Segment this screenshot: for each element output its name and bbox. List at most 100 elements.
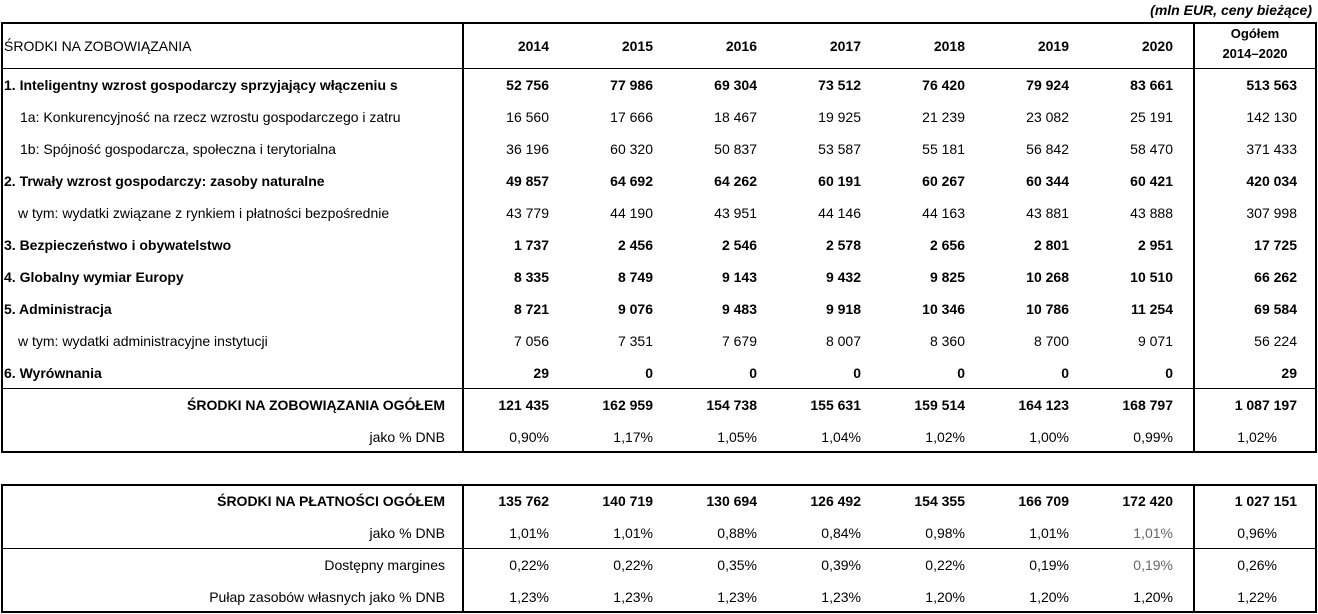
row-label: jako % DNB — [369, 429, 445, 445]
row-label: 3. Bezpieczeństwo i obywatelstwo — [4, 237, 232, 253]
value-cell: 60 421 — [1130, 173, 1173, 189]
border — [1, 451, 1316, 453]
value-cell: 1,20% — [1029, 589, 1069, 605]
value-cell: 10 510 — [1130, 269, 1173, 285]
value-cell: 1,02% — [925, 429, 965, 445]
row-label: ŚRODKI NA PŁATNOŚCI OGÓŁEM — [217, 493, 445, 509]
row-label: w tym: wydatki administracyjne instytucj… — [18, 333, 268, 349]
value-cell: 9 076 — [617, 301, 653, 317]
value-cell: 2 801 — [1033, 237, 1069, 253]
value-cell: 69 584 — [1254, 301, 1297, 317]
value-cell: 10 268 — [1026, 269, 1069, 285]
value-cell: 2 951 — [1137, 237, 1173, 253]
value-cell: 420 034 — [1246, 173, 1297, 189]
value-cell: 130 694 — [706, 493, 757, 509]
value-cell: 0 — [645, 365, 653, 381]
value-cell: 513 563 — [1246, 77, 1297, 93]
value-cell: 1,23% — [613, 589, 653, 605]
value-cell: 0 — [1061, 365, 1069, 381]
value-cell: 135 762 — [498, 493, 549, 509]
value-cell: 66 262 — [1254, 269, 1297, 285]
value-cell: 18 467 — [714, 109, 757, 125]
value-cell: 55 181 — [922, 141, 965, 157]
border — [1, 611, 1316, 613]
row-label: 6. Wyrównania — [4, 365, 102, 381]
value-cell: 77 986 — [610, 77, 653, 93]
header-cell: 2017 — [829, 38, 861, 54]
value-cell: 44 146 — [818, 205, 861, 221]
value-cell: 164 123 — [1018, 397, 1069, 413]
value-cell: 10 786 — [1026, 301, 1069, 317]
value-cell: 0,84% — [821, 525, 861, 541]
value-cell: 0,99% — [1133, 429, 1173, 445]
value-cell: 8 749 — [617, 269, 653, 285]
value-cell: 0 — [957, 365, 965, 381]
value-cell: 60 267 — [922, 173, 965, 189]
value-cell: 154 355 — [914, 493, 965, 509]
value-cell: 79 924 — [1026, 77, 1069, 93]
value-cell: 73 512 — [818, 77, 861, 93]
value-cell: 2 656 — [929, 237, 965, 253]
value-cell: 0,22% — [509, 557, 549, 573]
border — [1315, 484, 1317, 613]
value-cell: 76 420 — [922, 77, 965, 93]
value-cell: 0,90% — [509, 429, 549, 445]
value-cell: 1,23% — [821, 589, 861, 605]
value-cell: 1,05% — [717, 429, 757, 445]
value-cell: 53 587 — [818, 141, 861, 157]
value-cell: 168 797 — [1122, 397, 1173, 413]
value-cell: 56 224 — [1254, 333, 1297, 349]
value-cell: 142 130 — [1246, 109, 1297, 125]
row-label: jako % DNB — [369, 525, 445, 541]
row-label: ŚRODKI NA ZOBOWIĄZANIA OGÓŁEM — [187, 397, 445, 413]
value-cell: 83 661 — [1130, 77, 1173, 93]
value-cell: 1,23% — [509, 589, 549, 605]
value-cell: 162 959 — [602, 397, 653, 413]
border — [1315, 22, 1317, 453]
header-cell: 2015 — [621, 38, 653, 54]
value-cell: 36 196 — [506, 141, 549, 157]
header-cell: 2014 — [517, 38, 549, 54]
value-cell: 43 881 — [1026, 205, 1069, 221]
header-cell: 2019 — [1037, 38, 1069, 54]
value-cell: 9 071 — [1137, 333, 1173, 349]
row-label: 4. Globalny wymiar Europy — [4, 269, 184, 285]
value-cell: 56 842 — [1026, 141, 1069, 157]
row-label: 1a: Konkurencyjność na rzecz wzrostu gos… — [20, 109, 401, 125]
header-cell: 2018 — [933, 38, 965, 54]
value-cell: 155 631 — [810, 397, 861, 413]
row-label: w tym: wydatki związane z rynkiem i płat… — [18, 205, 390, 221]
value-cell: 0,26% — [1237, 557, 1277, 573]
value-cell: 29 — [533, 365, 549, 381]
value-cell: 1,04% — [821, 429, 861, 445]
value-cell: 0,19% — [1029, 557, 1069, 573]
value-cell: 0,19% — [1133, 557, 1173, 573]
value-cell: 2 578 — [825, 237, 861, 253]
value-cell: 7 056 — [513, 333, 549, 349]
value-cell: 9 825 — [929, 269, 965, 285]
value-cell: 69 304 — [714, 77, 757, 93]
value-cell: 0,98% — [925, 525, 965, 541]
value-cell: 43 888 — [1130, 205, 1173, 221]
value-cell: 7 351 — [617, 333, 653, 349]
value-cell: 60 344 — [1026, 173, 1069, 189]
value-cell: 19 925 — [818, 109, 861, 125]
border — [462, 22, 464, 453]
value-cell: 11 254 — [1130, 301, 1173, 317]
border — [1, 388, 1316, 389]
value-cell: 9 918 — [825, 301, 861, 317]
border — [1, 22, 1316, 24]
value-cell: 58 470 — [1130, 141, 1173, 157]
row-label: 1. Inteligentny wzrost gospodarczy sprzy… — [4, 77, 398, 93]
value-cell: 17 725 — [1254, 237, 1297, 253]
value-cell: 44 190 — [610, 205, 653, 221]
value-cell: 1,00% — [1029, 429, 1069, 445]
value-cell: 25 191 — [1130, 109, 1173, 125]
value-cell: 44 163 — [922, 205, 965, 221]
value-cell: 307 998 — [1246, 205, 1297, 221]
value-cell: 43 779 — [506, 205, 549, 221]
value-cell: 1,01% — [1029, 525, 1069, 541]
value-cell: 1,01% — [509, 525, 549, 541]
value-cell: 64 262 — [714, 173, 757, 189]
value-cell: 1,22% — [1237, 589, 1277, 605]
